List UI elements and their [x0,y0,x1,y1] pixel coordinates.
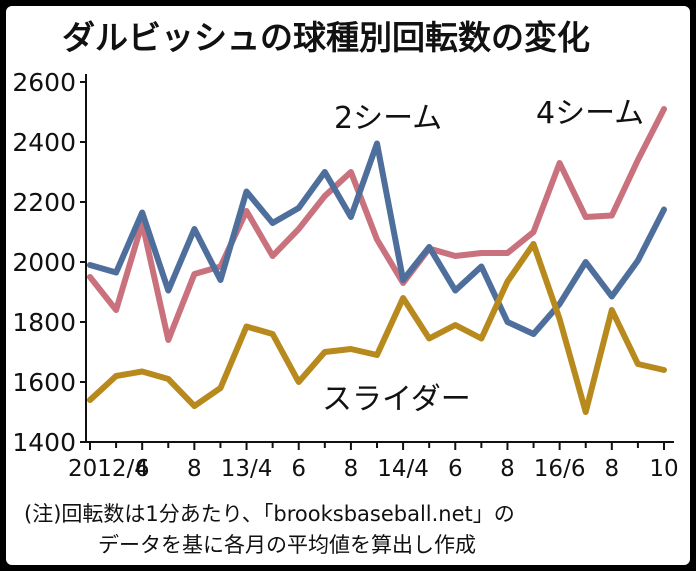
x-tick-label: 8 [344,456,359,482]
y-tick-label: 1400 [12,428,76,457]
x-tick-label: 6 [291,456,306,482]
x-tick-label: 6 [135,456,150,482]
x-tick-label: 13/4 [221,456,273,482]
series-label: スライダー [322,382,471,417]
series-label: 2シーム [334,101,442,136]
chart-frame: ダルビッシュの球種別回転数の変化 1400 1600 1800 2000 2200 240… [6,6,690,565]
series-label: 4シーム [536,96,644,131]
chart-title: ダルビッシュの球種別回転数の変化 [62,18,590,57]
note-line-2: データを基に各月の平均値を算出し作成 [98,533,476,557]
series-line [87,241,667,415]
note-line-1: (注)回転数は1分あたり、「brooksbaseball.net」の [24,502,515,526]
series-line [87,140,667,337]
y-tick-label: 2200 [12,188,76,217]
x-tick-label: 8 [500,456,515,482]
series-line [87,106,667,343]
chart: ダルビッシュの球種別回転数の変化 1400 1600 1800 2000 2200 240… [12,18,678,557]
x-tick-label: 16/6 [534,456,586,482]
y-tick-label: 2600 [12,68,76,97]
y-tick-label: 1600 [12,368,76,397]
x-tick-label: 6 [448,456,463,482]
x-tick-label: 14/4 [377,456,429,482]
y-tick-label: 2000 [12,248,76,277]
y-tick-label: 2400 [12,128,76,157]
y-tick-label: 1800 [12,308,76,337]
x-tick-label: 8 [604,456,619,482]
x-tick-label: 2012/4 [68,456,149,482]
x-tick-label: 8 [187,456,202,482]
x-tick-label: 10 [649,456,678,482]
